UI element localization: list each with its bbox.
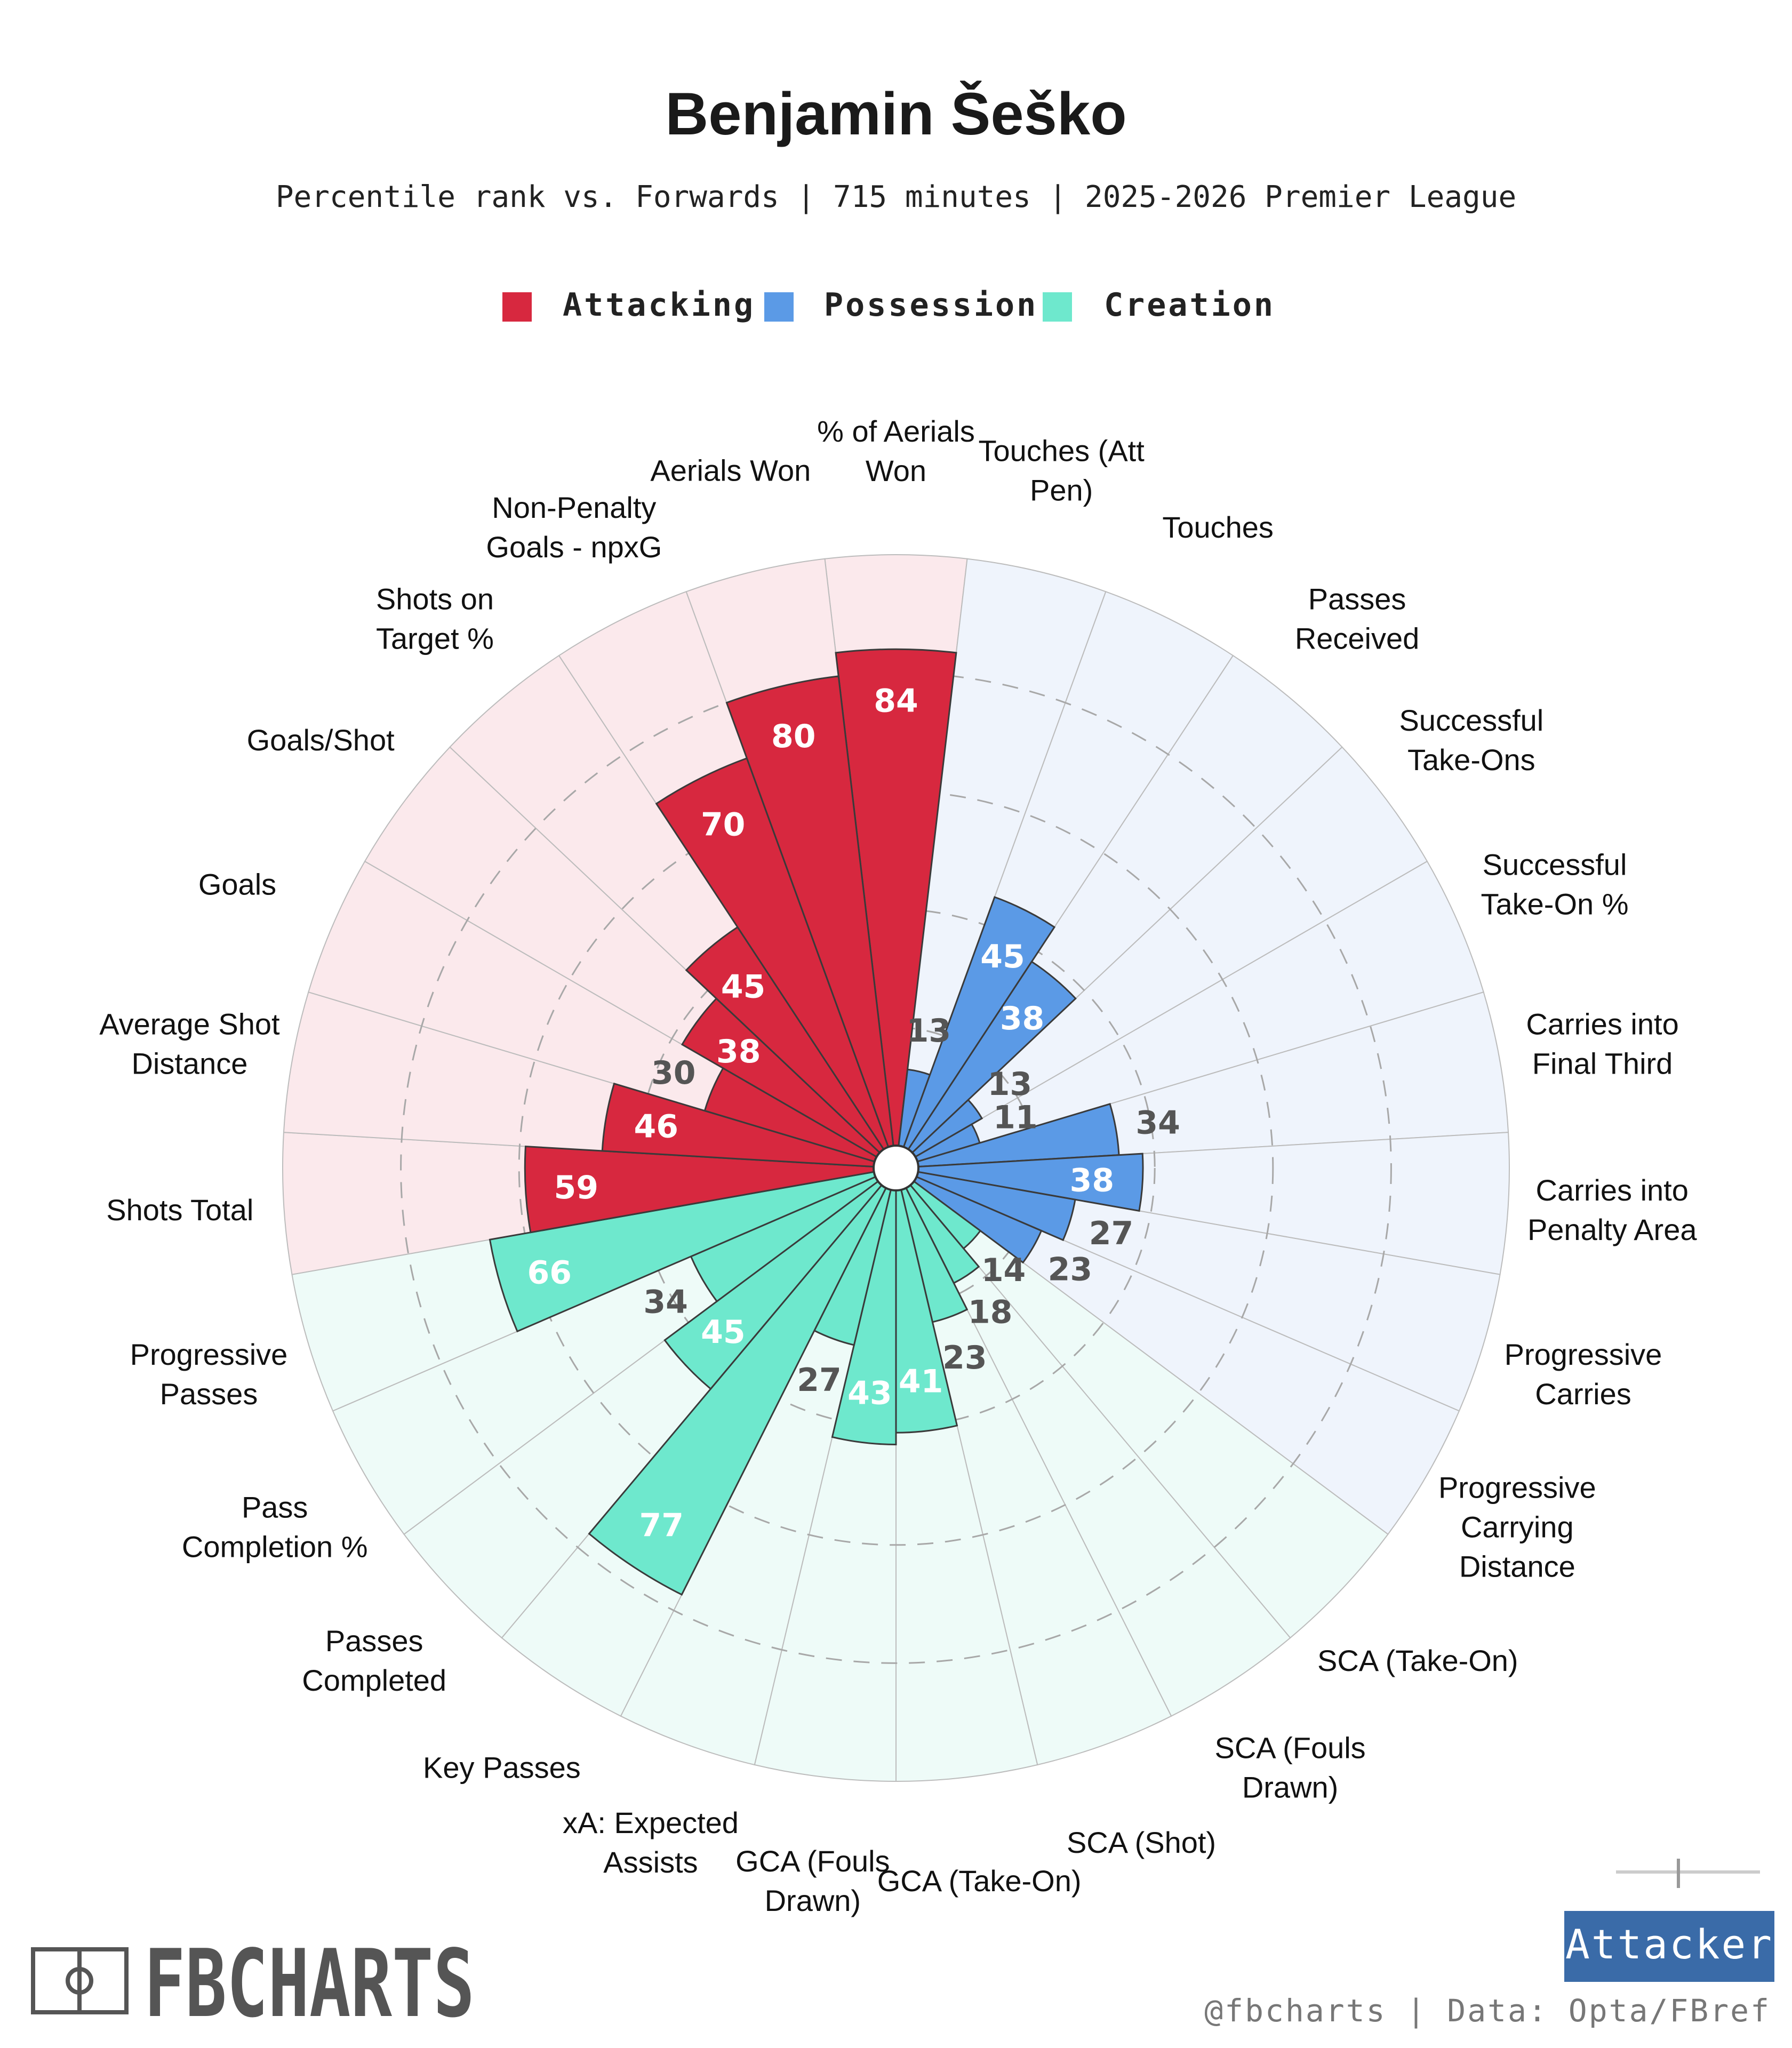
metric-label-passes-completed: Passes Completed bbox=[302, 1624, 446, 1697]
value-label-non-penalty-goals-npxg: 70 bbox=[701, 806, 746, 843]
metric-label-key-passes: Key Passes bbox=[423, 1751, 581, 1785]
metric-label-shots-total: Shots Total bbox=[106, 1193, 253, 1227]
center-hole bbox=[873, 1145, 919, 1191]
value-label-sca-fouls-drawn: 18 bbox=[968, 1294, 1013, 1331]
value-label-sca-shot: 23 bbox=[942, 1339, 987, 1377]
logo-text: FBCHARTS bbox=[144, 1930, 475, 2038]
legend-swatch-possession bbox=[764, 292, 794, 322]
metric-label-touches-att-pen: Touches (Att Pen) bbox=[979, 434, 1145, 507]
pitch-logo-icon bbox=[31, 1947, 129, 2014]
metric-label-xa-expected-assists: xA: Expected Assists bbox=[563, 1806, 739, 1879]
chart-subtitle: Percentile rank vs. Forwards | 715 minut… bbox=[276, 180, 1516, 214]
value-label-of-aerials-won: 84 bbox=[874, 682, 918, 719]
value-label-successful-take-on: 11 bbox=[993, 1099, 1038, 1136]
value-label-pass-completion: 34 bbox=[643, 1283, 688, 1321]
value-label-carries-into-penalty-area: 38 bbox=[1070, 1162, 1115, 1199]
value-label-shots-on-target: 45 bbox=[721, 969, 766, 1006]
role-badge: Attacker bbox=[1564, 1859, 1774, 1982]
metric-label-sca-shot: SCA (Shot) bbox=[1067, 1826, 1216, 1859]
legend-label-possession: Possession bbox=[824, 286, 1038, 324]
metric-label-pass-completion: Pass Completion % bbox=[182, 1491, 368, 1564]
value-label-sca-take-on: 14 bbox=[981, 1252, 1026, 1289]
legend-swatch-creation bbox=[1043, 292, 1072, 322]
role-badge-label: Attacker bbox=[1565, 1921, 1773, 1968]
value-label-gca-fouls-drawn: 43 bbox=[847, 1375, 892, 1412]
metric-label-progressive-passes: Progressive Passes bbox=[130, 1338, 288, 1411]
value-label-shots-total: 59 bbox=[554, 1169, 599, 1206]
value-label-goals: 30 bbox=[651, 1054, 696, 1092]
value-label-passes-completed: 45 bbox=[701, 1314, 746, 1351]
value-label-touches-att-pen: 13 bbox=[907, 1012, 951, 1050]
value-label-passes-received: 38 bbox=[1000, 1000, 1045, 1037]
value-label-key-passes: 77 bbox=[639, 1507, 684, 1545]
metric-label-gca-take-on: GCA (Take-On) bbox=[877, 1864, 1082, 1898]
metric-label-aerials-won: Aerials Won bbox=[650, 453, 811, 487]
metric-label-touches: Touches bbox=[1162, 510, 1274, 544]
chart-title: Benjamin Šeško bbox=[665, 81, 1126, 147]
metric-label-sca-fouls-drawn: SCA (Fouls Drawn) bbox=[1214, 1731, 1365, 1804]
value-label-progressive-passes: 66 bbox=[527, 1254, 572, 1292]
value-label-carries-into-final-third: 34 bbox=[1135, 1104, 1180, 1141]
legend-swatch-attacking bbox=[502, 292, 532, 322]
value-label-aerials-won: 80 bbox=[771, 718, 816, 755]
metric-label-carries-into-penalty-area: Carries into Penalty Area bbox=[1527, 1173, 1697, 1246]
metric-label-shots-on-target: Shots on Target % bbox=[376, 582, 494, 655]
metric-label-non-penalty-goals-npxg: Non-Penalty Goals - npxG bbox=[486, 491, 662, 564]
metric-label-progressive-carries: Progressive Carries bbox=[1505, 1338, 1662, 1411]
legend: Attacking Possession Creation bbox=[502, 286, 1275, 324]
metric-label-successful-take-ons: Successful Take-Ons bbox=[1399, 703, 1543, 777]
metric-label-successful-take-on: Successful Take-On % bbox=[1481, 847, 1629, 921]
value-label-touches: 45 bbox=[980, 938, 1025, 975]
value-label-successful-take-ons: 13 bbox=[988, 1066, 1033, 1103]
metric-label-gca-fouls-drawn: GCA (Fouls Drawn) bbox=[735, 1844, 890, 1917]
value-label-average-shot-distance: 46 bbox=[634, 1108, 679, 1146]
value-bars bbox=[489, 648, 1144, 1596]
metric-label-goals: Goals bbox=[198, 867, 276, 901]
role-badge-background bbox=[1564, 1911, 1774, 1982]
metric-label-of-aerials-won: % of Aerials Won bbox=[817, 414, 975, 487]
metric-label-progressive-carrying-distance: Progressive Carrying Distance bbox=[1438, 1471, 1596, 1583]
metric-label-goals-shot: Goals/Shot bbox=[247, 723, 395, 757]
metric-label-carries-into-final-third: Carries into Final Third bbox=[1526, 1007, 1678, 1080]
value-label-xa-expected-assists: 27 bbox=[797, 1362, 842, 1399]
fbcharts-logo: FBCHARTS bbox=[31, 1930, 475, 2038]
metric-label-sca-take-on: SCA (Take-On) bbox=[1317, 1644, 1518, 1677]
value-label-goals-shot: 38 bbox=[716, 1033, 761, 1070]
value-label-progressive-carries: 27 bbox=[1089, 1215, 1134, 1252]
metric-label-average-shot-distance: Average Shot Distance bbox=[99, 1007, 280, 1080]
value-label-gca-take-on: 41 bbox=[899, 1363, 943, 1401]
metric-label-passes-received: Passes Received bbox=[1295, 582, 1419, 655]
credit-text: @fbcharts | Data: Opta/FBref bbox=[1204, 1993, 1771, 2029]
legend-label-attacking: Attacking bbox=[563, 286, 755, 324]
legend-label-creation: Creation bbox=[1104, 286, 1275, 324]
value-label-progressive-carrying-distance: 23 bbox=[1048, 1251, 1093, 1288]
